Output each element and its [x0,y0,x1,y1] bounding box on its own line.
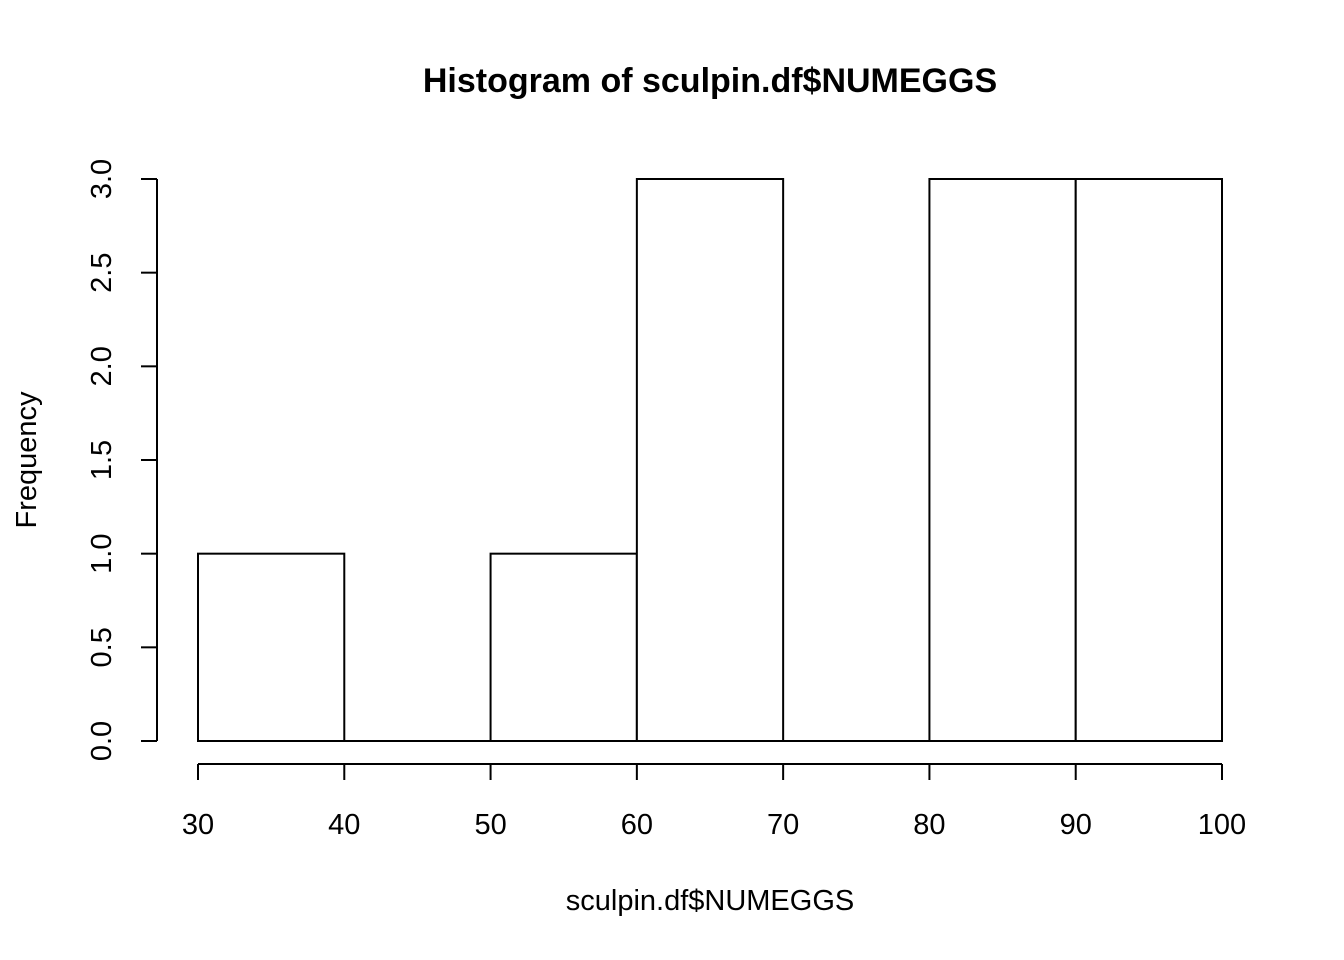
x-tick-label: 70 [767,809,799,841]
y-tick-label: 2.0 [86,346,118,386]
chart-title: Histogram of sculpin.df$NUMEGGS [423,62,997,100]
histogram-bar-60-70 [635,178,785,742]
y-tick-label: 3.0 [86,159,118,199]
histogram-bar-50-60 [489,552,638,743]
histogram-bar-30-40 [197,552,346,743]
histogram-bar-90-100 [1074,178,1223,742]
y-tick-label: 0.5 [86,627,118,667]
x-tick-label: 80 [913,809,945,841]
x-tick-label: 30 [182,809,214,841]
x-tick-label: 90 [1060,809,1092,841]
y-axis: 0.0 0.5 1.0 1.5 2.0 2.5 3.0 [86,159,158,761]
y-tick-label: 2.5 [86,253,118,293]
y-tick-label: 1.5 [86,440,118,480]
x-tick-label: 50 [474,809,506,841]
x-axis: 30 40 50 60 70 80 90 100 [182,763,1246,841]
histogram-bar-80-90 [928,178,1077,742]
x-tick-label: 40 [328,809,360,841]
y-axis-label: Frequency [11,391,43,529]
x-axis-label: sculpin.df$NUMEGGS [566,885,855,917]
x-tick-label: 100 [1198,809,1246,841]
x-tick-label: 60 [621,809,653,841]
y-tick-label: 0.0 [86,721,118,761]
y-tick-label: 1.0 [86,534,118,574]
histogram-bars [197,178,1223,743]
